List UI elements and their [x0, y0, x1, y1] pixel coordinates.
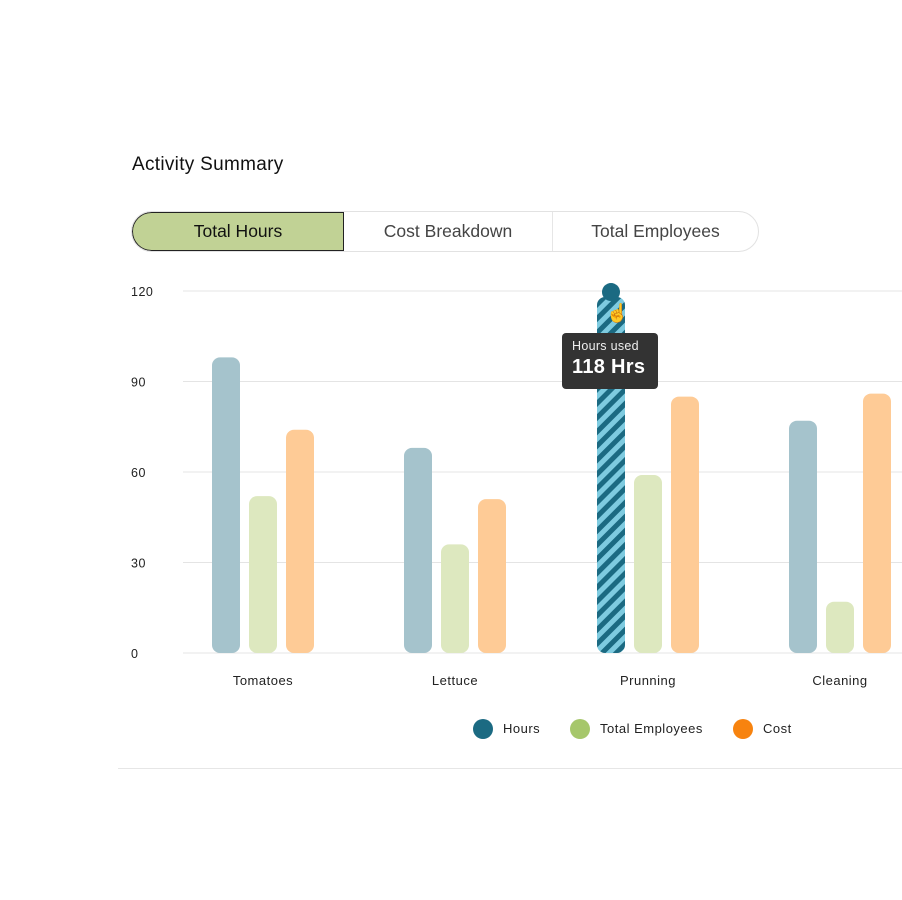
bar-total-employees [634, 475, 662, 653]
tab-total-employees[interactable]: Total Employees [552, 212, 758, 251]
tab-group: Total Hours Cost Breakdown Total Employe… [131, 211, 759, 252]
bar-total-employees [441, 544, 469, 653]
tooltip-value: 118 Hrs [572, 356, 646, 378]
x-tick-label: Prunning [620, 673, 676, 688]
tooltip-label: Hours used [572, 339, 639, 353]
legend-marker [733, 719, 753, 739]
x-tick-label: Cleaning [812, 673, 867, 688]
y-tick-label: 60 [131, 466, 146, 480]
y-tick-label: 120 [131, 285, 153, 299]
tab-cost-breakdown[interactable]: Cost Breakdown [383, 221, 513, 241]
y-tick-label: 30 [131, 557, 146, 571]
legend-label: Hours [503, 721, 540, 736]
bar-cost [478, 499, 506, 653]
legend-marker [570, 719, 590, 739]
legend-marker [473, 719, 493, 739]
bar-cost [671, 396, 699, 653]
hand-cursor-icon: ☝ [606, 303, 629, 323]
y-tick-label: 0 [131, 647, 138, 661]
legend-label: Total Employees [600, 721, 703, 736]
bar-total-employees [826, 601, 854, 653]
card-border [118, 768, 902, 769]
bar-hours [789, 420, 817, 653]
y-tick-label: 90 [131, 376, 146, 390]
x-tick-label: Tomatoes [233, 673, 293, 688]
bar-cost [286, 429, 314, 653]
bar-total-employees [249, 496, 277, 653]
bar-cost [863, 393, 891, 653]
hover-point [602, 283, 620, 302]
bar-hours [404, 447, 432, 653]
bar-hours [212, 357, 240, 653]
legend-label: Cost [763, 721, 792, 736]
tab-total-hours[interactable]: Total Hours [132, 212, 344, 251]
card-title: Activity Summary [132, 154, 284, 175]
tooltip: Hours used 118 Hrs [562, 333, 658, 389]
x-tick-label: Lettuce [432, 673, 478, 688]
